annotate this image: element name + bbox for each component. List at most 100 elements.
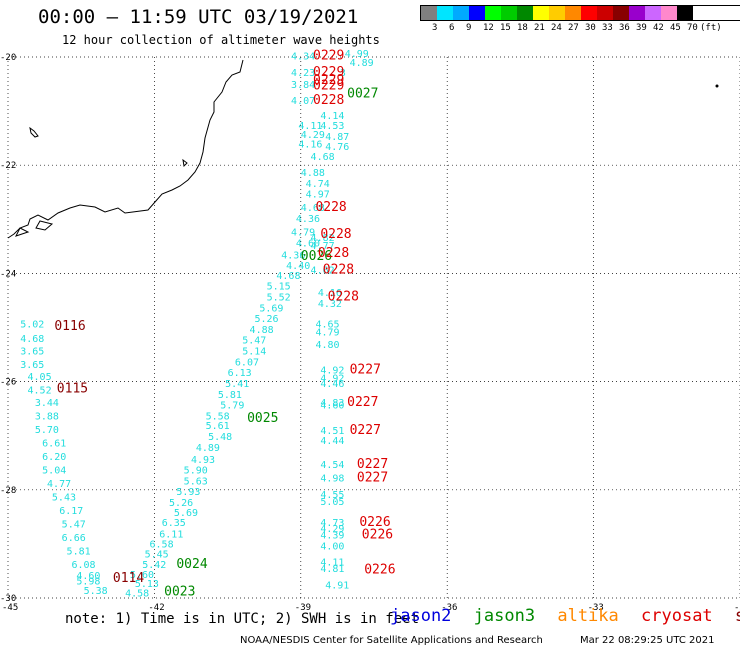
swh-value: 5.61 <box>206 421 230 432</box>
color-scale-legend: 3 6 9 12 15 18 21 24 27 30 33 36 39 42 45 70 (ft) <box>420 5 740 35</box>
credit-text: NOAA/NESDIS Center for Satellite Applica… <box>240 635 543 646</box>
mission-jason3: jason3 <box>473 606 536 626</box>
pass-time-labels: 0229022902290229002702280228022800260228… <box>54 49 395 600</box>
swh-value: 5.41 <box>225 379 249 390</box>
swh-value: 4.76 <box>325 142 349 153</box>
pass-time-label: 0115 <box>57 381 88 396</box>
swh-value: 4.40 <box>286 261 310 272</box>
swh-value: 6.11 <box>159 529 183 540</box>
pass-time-label: 0227 <box>350 423 381 438</box>
color-scale-label: 12 <box>483 23 494 33</box>
swh-value: 4.23 <box>291 68 315 79</box>
pass-time-label: 0026 <box>301 249 332 264</box>
pass-time-label: 0114 <box>113 571 144 586</box>
swh-value: 4.16 <box>318 288 342 299</box>
swh-value: 5.90 <box>184 466 208 477</box>
swh-value: 4.34 <box>291 52 315 63</box>
swh-value: 4.32 <box>318 299 342 310</box>
page-title: 00:00 – 11:59 UTC 03/19/2021 <box>38 6 359 28</box>
color-swatch <box>437 6 453 20</box>
color-scale-label: 45 <box>670 23 681 33</box>
pass-time-label: 0226 <box>362 527 393 542</box>
island-dot <box>715 84 719 88</box>
lon-tick-label: -33 <box>588 603 604 613</box>
lat-tick-label: -20 <box>0 53 16 63</box>
color-scale-label: 24 <box>551 23 562 33</box>
lat-tick-label: -24 <box>0 269 16 279</box>
swh-value: 5.02 <box>20 320 44 331</box>
swh-value: 4.99 <box>345 49 369 60</box>
swh-value: 6.66 <box>62 533 86 544</box>
swh-value: 5.60 <box>130 570 154 581</box>
swh-value: 3 <box>340 68 346 79</box>
lon-tick-label: -30 <box>734 603 740 613</box>
swh-value: 5.38 <box>84 586 108 597</box>
swh-value: 4.79 <box>291 228 315 239</box>
color-swatch <box>501 6 517 20</box>
pass-time-label: 0023 <box>164 584 195 599</box>
swh-value: 4.29 <box>320 524 344 535</box>
swh-value: 4.60 <box>296 238 320 249</box>
note-text: note: 1) Time is in UTC; 2) SWH is in fe… <box>65 611 420 627</box>
mission-cryosat: cryosat <box>641 606 713 626</box>
swh-value: 4.54 <box>320 460 344 471</box>
pass-time-label: 0229 <box>313 78 344 93</box>
swh-value: 4.00 <box>320 541 344 552</box>
swh-value: 5.05 <box>320 497 344 508</box>
color-swatch <box>677 6 693 20</box>
color-swatch <box>581 6 597 20</box>
pass-time-label: 0228 <box>315 200 346 215</box>
color-scale-label: 42 <box>653 23 664 33</box>
color-scale-bar <box>420 5 740 21</box>
swh-value: 4.89 <box>350 58 374 69</box>
color-scale-label: (ft) <box>700 23 722 33</box>
swh-value: 4.05 <box>28 372 52 383</box>
swh-value: 4.68 <box>311 152 335 163</box>
swh-value: 5.69 <box>259 303 283 314</box>
swh-value: 4.52 <box>28 386 52 397</box>
swh-value: 5.45 <box>145 549 169 560</box>
color-swatch <box>565 6 581 20</box>
lat-tick-label: -22 <box>0 161 16 171</box>
swh-value: 3.65 <box>20 347 44 358</box>
pass-time-label: 0227 <box>357 471 388 486</box>
swh-value: 5.26 <box>169 498 193 509</box>
swh-value: 5.81 <box>67 547 91 558</box>
swh-value: 4.81 <box>320 564 344 575</box>
swh-value: 4.88 <box>250 325 274 336</box>
color-scale-label: 15 <box>500 23 511 33</box>
color-scale-label: 27 <box>568 23 579 33</box>
swh-value: 4.98 <box>320 474 344 485</box>
swh-value: 4.44 <box>320 436 344 447</box>
color-swatch <box>421 6 437 20</box>
lat-tick-label: -30 <box>0 594 16 604</box>
color-swatch <box>645 6 661 20</box>
swh-value: 5.47 <box>62 520 86 531</box>
mission-legend: jason2 jason3 altika cryosat s3a <box>390 606 740 626</box>
color-swatch <box>549 6 565 20</box>
swh-value: 5.79 <box>220 401 244 412</box>
swh-value: 4.68 <box>20 334 44 345</box>
lon-tick-label: -45 <box>2 603 18 613</box>
pass-time-label: 0027 <box>347 87 378 102</box>
swh-value: 5.70 <box>35 425 59 436</box>
swh-value: 4.73 <box>320 518 344 529</box>
pass-time-label: 0116 <box>54 319 85 334</box>
swh-value: 5.98 <box>76 576 100 587</box>
swh-value: 5.26 <box>254 314 278 325</box>
swh-value: 4.87 <box>325 132 349 143</box>
color-scale-label: 36 <box>619 23 630 33</box>
swh-value: 4.83 <box>320 398 344 409</box>
color-scale-label: 6 <box>449 23 455 33</box>
lon-tick-label: -36 <box>441 603 457 613</box>
swh-value: 4.92 <box>320 374 344 385</box>
swh-value: 4.29 <box>301 130 325 141</box>
pass-time-label: 0228 <box>323 262 354 277</box>
swh-value: 4.16 <box>298 139 322 150</box>
swh-value: 4.89 <box>196 443 220 454</box>
swh-value: 5.13 <box>135 579 159 590</box>
swh-value: 3.65 <box>20 360 44 371</box>
swh-value: 4.46 <box>320 379 344 390</box>
color-swatch <box>613 6 629 20</box>
